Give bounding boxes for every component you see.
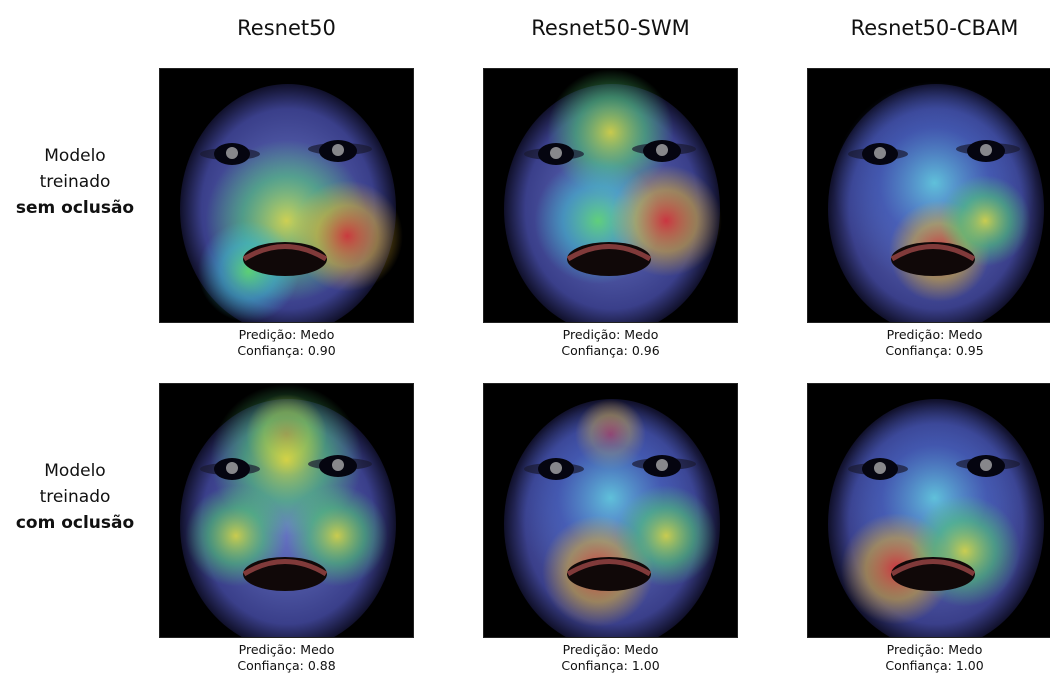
prediction-label: Predição: Medo	[159, 642, 414, 657]
heatmap-image	[807, 68, 1050, 323]
row-label-line: Modelo	[0, 143, 150, 169]
heatmap	[808, 69, 1050, 322]
confidence-label: Confiança: 0.90	[159, 343, 414, 358]
row-label-emphasis: com oclusão	[16, 513, 134, 533]
prediction-label: Predição: Medo	[483, 327, 738, 342]
confidence-label: Confiança: 0.96	[483, 343, 738, 358]
row-label-line: Modelo	[0, 458, 150, 484]
prediction-label: Predição: Medo	[159, 327, 414, 342]
prediction-label: Predição: Medo	[807, 642, 1050, 657]
column-title: Resnet50	[159, 16, 414, 40]
heatmap-image	[159, 383, 414, 638]
heatmap-image	[483, 68, 738, 323]
heatmap-image	[807, 383, 1050, 638]
row-label-line: treinado	[0, 169, 150, 195]
column-title: Resnet50-CBAM	[807, 16, 1050, 40]
heatmap-image	[159, 68, 414, 323]
heatmap	[484, 384, 737, 637]
confidence-label: Confiança: 1.00	[807, 658, 1050, 673]
confidence-label: Confiança: 0.88	[159, 658, 414, 673]
confidence-label: Confiança: 1.00	[483, 658, 738, 673]
prediction-label: Predição: Medo	[807, 327, 1050, 342]
heatmap	[484, 69, 737, 322]
row-label-line: treinado	[0, 484, 150, 510]
heatmap	[808, 384, 1050, 637]
heatmap-image	[483, 383, 738, 638]
heatmap	[160, 384, 413, 637]
figure: Resnet50Resnet50-SWMResnet50-CBAMModelot…	[0, 0, 1050, 675]
column-title: Resnet50-SWM	[483, 16, 738, 40]
confidence-label: Confiança: 0.95	[807, 343, 1050, 358]
heatmap	[160, 69, 413, 322]
prediction-label: Predição: Medo	[483, 642, 738, 657]
row-label-emphasis: sem oclusão	[16, 198, 134, 218]
